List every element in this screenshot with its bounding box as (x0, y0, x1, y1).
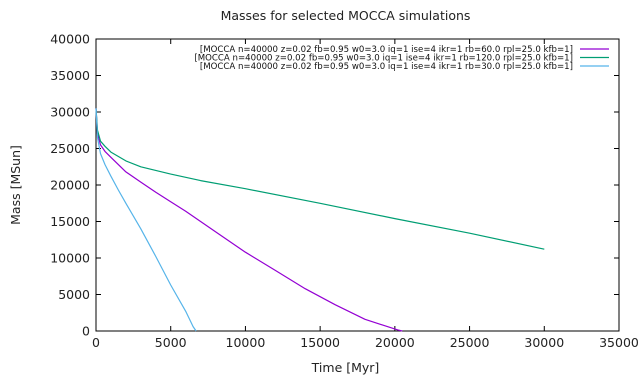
legend-entry-2-label: [MOCCA n=40000 z=0.02 fb=0.95 w0=3.0 iq=… (194, 54, 573, 64)
series-lines (95, 108, 545, 332)
legend: [MOCCA n=40000 z=0.02 fb=0.95 w0=3.0 iq=… (194, 45, 609, 72)
x-tick-label: 5000 (155, 335, 187, 350)
series-line-2 (95, 108, 545, 250)
x-tick-label: 30000 (524, 335, 564, 350)
y-tick-label: 30000 (50, 105, 90, 120)
y-tick-label: 35000 (50, 68, 90, 83)
y-tick-label: 25000 (50, 141, 90, 156)
x-tick-label: 35000 (599, 335, 639, 350)
axis-ticks: 0 5000 10000 15000 20000 25000 30000 35000 0 5000… (50, 32, 639, 351)
x-tick-label: 20000 (375, 335, 415, 350)
x-tick-label: 15000 (300, 335, 340, 350)
x-tick-label: 25000 (450, 335, 490, 350)
y-tick-label: 20000 (50, 178, 90, 193)
y-tick-label: 0 (82, 324, 90, 339)
y-tick-label: 5000 (58, 287, 90, 302)
legend-entry-3-label: [MOCCA n=40000 z=0.02 fb=0.95 w0=3.0 iq=… (200, 62, 573, 72)
x-tick-label: 0 (92, 335, 100, 350)
series-line-3 (95, 108, 197, 332)
y-tick-label: 40000 (50, 32, 90, 47)
plot-frame (95, 38, 620, 332)
y-tick-label: 10000 (50, 251, 90, 266)
x-axis-label: Time [Myr] (311, 360, 380, 375)
series-line-1 (95, 108, 403, 332)
x-tick-label: 10000 (226, 335, 266, 350)
chart-title: Masses for selected MOCCA simulations (221, 8, 471, 23)
y-tick-label: 15000 (50, 214, 90, 229)
legend-entry-1-label: [MOCCA n=40000 z=0.02 fb=0.95 w0=3.0 iq=… (200, 45, 573, 55)
y-axis-label: Mass [MSun] (8, 145, 23, 225)
